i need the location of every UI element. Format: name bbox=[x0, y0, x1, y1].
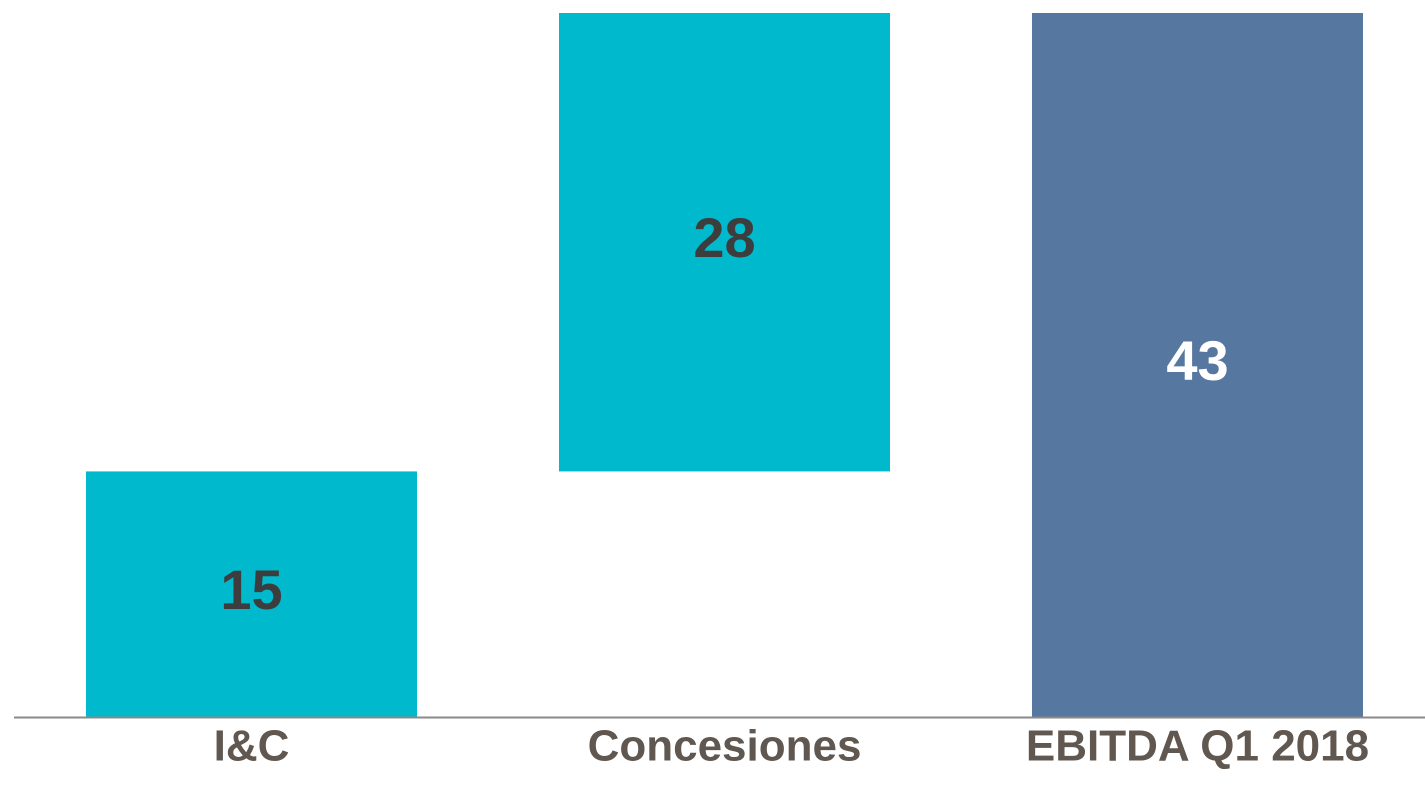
bar-2 bbox=[1032, 13, 1363, 717]
bars-group bbox=[86, 13, 1363, 717]
category-labels-group: I&C Concesiones EBITDA Q1 2018 bbox=[214, 722, 1369, 771]
data-labels-group: 15 28 43 bbox=[220, 206, 1228, 621]
data-label-2: 43 bbox=[1166, 329, 1228, 392]
category-label-0: I&C bbox=[214, 722, 290, 771]
bar-0 bbox=[86, 471, 417, 717]
category-label-1: Concesiones bbox=[588, 722, 862, 771]
data-label-1: 28 bbox=[693, 206, 755, 269]
bar-1 bbox=[559, 13, 890, 472]
data-label-0: 15 bbox=[220, 558, 282, 621]
category-label-2: EBITDA Q1 2018 bbox=[1026, 722, 1369, 771]
